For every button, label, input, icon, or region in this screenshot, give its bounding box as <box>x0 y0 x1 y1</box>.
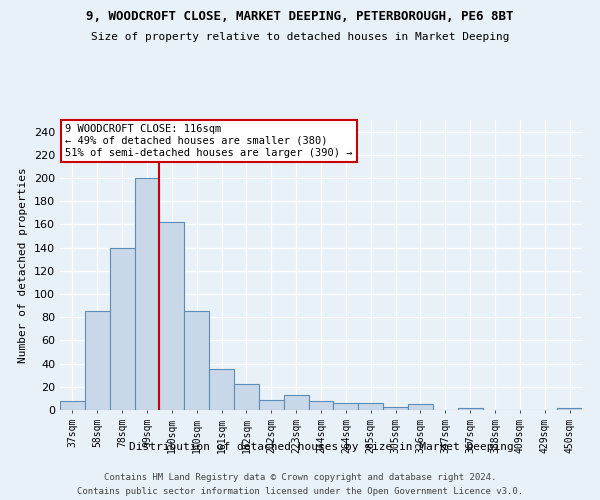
Bar <box>358 403 383 410</box>
Text: Size of property relative to detached houses in Market Deeping: Size of property relative to detached ho… <box>91 32 509 42</box>
Bar <box>234 384 259 410</box>
Bar <box>134 178 160 410</box>
Bar <box>458 408 482 410</box>
Bar <box>408 404 433 410</box>
Bar <box>85 312 110 410</box>
Bar <box>184 312 209 410</box>
Bar <box>259 400 284 410</box>
Bar <box>110 248 134 410</box>
Text: Contains public sector information licensed under the Open Government Licence v3: Contains public sector information licen… <box>77 488 523 496</box>
Text: Distribution of detached houses by size in Market Deeping: Distribution of detached houses by size … <box>128 442 514 452</box>
Bar <box>284 395 308 410</box>
Text: 9 WOODCROFT CLOSE: 116sqm
← 49% of detached houses are smaller (380)
51% of semi: 9 WOODCROFT CLOSE: 116sqm ← 49% of detac… <box>65 124 353 158</box>
Bar <box>308 400 334 410</box>
Bar <box>160 222 184 410</box>
Bar <box>557 408 582 410</box>
Bar <box>334 403 358 410</box>
Y-axis label: Number of detached properties: Number of detached properties <box>19 167 28 363</box>
Bar <box>383 406 408 410</box>
Text: 9, WOODCROFT CLOSE, MARKET DEEPING, PETERBOROUGH, PE6 8BT: 9, WOODCROFT CLOSE, MARKET DEEPING, PETE… <box>86 10 514 23</box>
Text: Contains HM Land Registry data © Crown copyright and database right 2024.: Contains HM Land Registry data © Crown c… <box>104 472 496 482</box>
Bar <box>209 370 234 410</box>
Bar <box>60 400 85 410</box>
